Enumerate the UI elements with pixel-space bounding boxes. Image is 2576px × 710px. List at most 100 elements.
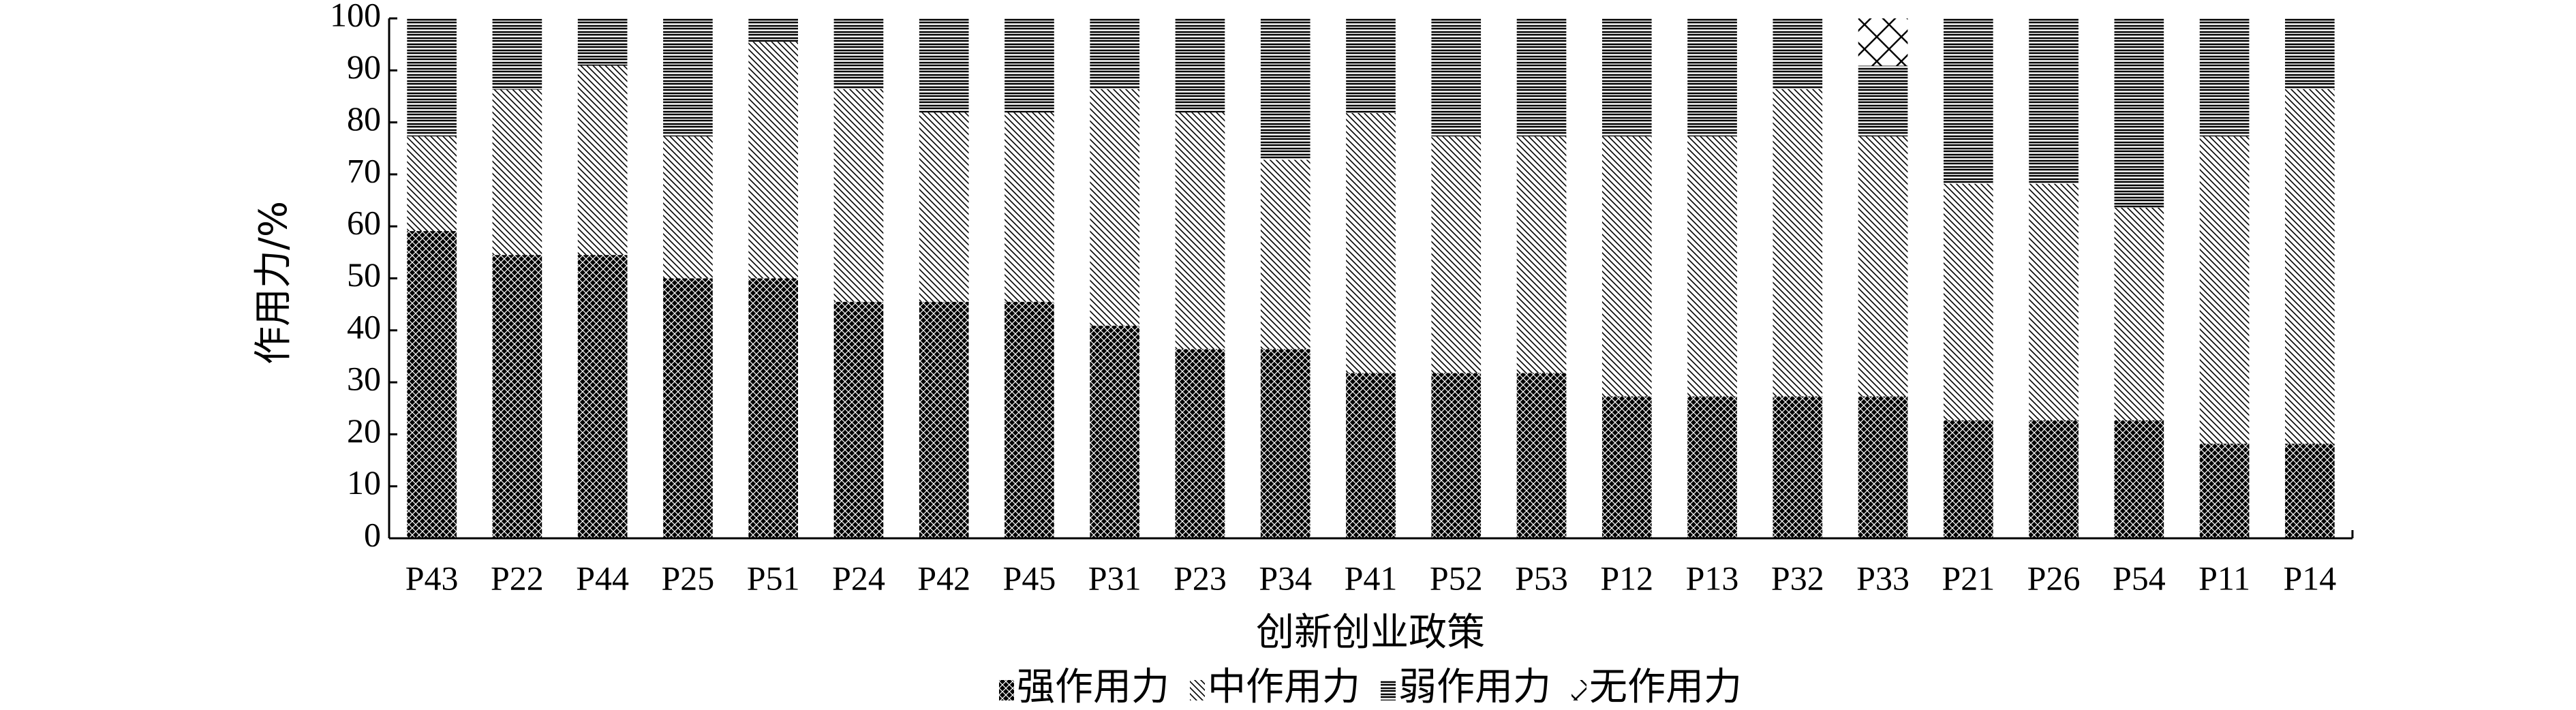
bar-segment [1005,112,1054,302]
bar-segment [1431,18,1482,137]
x-tick-label: P51 [747,559,800,597]
bar-segment [1090,325,1140,538]
x-tick-label: P32 [1771,559,1824,597]
bar-segment [1858,65,1908,137]
bar-segment [577,255,628,538]
y-tick-label: 80 [347,99,381,138]
bar-segment [663,18,713,137]
y-tick-label: 60 [347,204,381,242]
bar-segment [577,18,628,66]
x-tick-label: P41 [1345,559,1398,597]
bar-segment [1431,373,1482,538]
legend-swatch [1571,680,1586,700]
bar-segment [2199,18,2250,137]
bar-segment [1346,373,1396,538]
y-tick-label: 40 [347,307,381,345]
x-tick-label: P12 [1600,559,1653,597]
x-tick-label: P31 [1088,559,1141,597]
legend-swatch [1381,680,1396,700]
bar-segment [1858,396,1908,538]
x-tick-label: P13 [1686,559,1739,597]
bar-segment [1687,396,1737,538]
legend-label: 弱作用力 [1398,665,1551,709]
bar-segment [1346,112,1396,373]
bar-segment [577,65,628,256]
bar-segment [1601,136,1652,397]
x-tick-label: P21 [1942,559,1995,597]
x-tick-label: P54 [2113,559,2166,597]
bar-segment [1005,18,1054,113]
bar-segment [2285,89,2335,444]
bar-segment [1858,136,1908,397]
x-tick-label: P45 [1003,559,1056,597]
y-axis-label: 作用力/% [251,201,296,365]
x-tick-label: P43 [405,559,459,597]
bar-segment [1601,396,1652,538]
x-tick-label: P52 [1430,559,1483,597]
y-tick-label: 90 [347,48,381,86]
bar-segment [1175,18,1225,113]
bar-segment [748,278,798,538]
x-tick-label: P42 [917,559,970,597]
x-tick-label: P44 [576,559,629,597]
bar-segment [1773,18,1823,89]
y-tick-label: 0 [364,515,381,553]
bar-segment [919,112,969,302]
bar-segment [407,18,457,137]
x-tick-label: P34 [1259,559,1312,597]
x-tick-label: P53 [1515,559,1568,597]
y-tick-label: 100 [330,0,381,33]
legend-swatch [1190,680,1205,700]
legend-swatch [999,680,1014,700]
bar-segment [1516,136,1567,373]
bar-segment [833,18,884,89]
legend-label: 强作用力 [1017,665,1169,709]
bar-segment [2114,207,2164,420]
bar-segment [407,231,457,538]
bar-segment [1175,349,1225,538]
y-tick-label: 50 [347,256,381,294]
legend-label: 无作用力 [1589,665,1742,709]
bar-segment [2114,420,2164,538]
bar-segment [1090,18,1140,89]
bar-segment [1005,301,1054,538]
bar-segment [1601,18,1652,137]
bar-segment [663,136,713,279]
bar-segment [833,89,884,302]
y-tick-label: 70 [347,151,381,189]
bar-segment [748,18,798,42]
bar-segment [1516,18,1567,137]
bar-segment [2285,18,2335,89]
bar-segment [2199,444,2250,538]
bar-segment [748,42,798,279]
bar-segment [492,255,542,538]
bar-segment [1260,159,1310,350]
legend: 强作用力 中作用力 弱作用力 无作用力 [999,665,1742,709]
bar-segment [492,18,542,90]
bar-segment [833,301,884,538]
x-tick-label: P26 [2027,559,2081,597]
x-tick-label: P22 [491,559,544,597]
legend-label: 中作用力 [1208,665,1360,709]
bar-segment [1773,89,1823,397]
y-tick-label: 10 [347,463,381,501]
bar-segment [2029,18,2079,184]
bar-segment [1944,183,1993,420]
y-tick-label: 20 [347,412,381,450]
x-tick-label: P24 [832,559,885,597]
bar-segment [1431,136,1482,373]
bar-segment [1260,18,1310,160]
bar-segment [2029,183,2079,420]
bar-segment [1687,136,1737,397]
bar-segment [1516,373,1567,538]
bar-segment [407,136,457,232]
bar-segment [2199,136,2250,444]
bar-segment [919,301,969,538]
bar-segment [1090,89,1140,326]
x-tick-label: P25 [662,559,715,597]
bar-segment [2029,420,2079,538]
bar-segment [663,278,713,538]
bar-segment [1944,18,1993,184]
bar-segment [1346,18,1396,113]
